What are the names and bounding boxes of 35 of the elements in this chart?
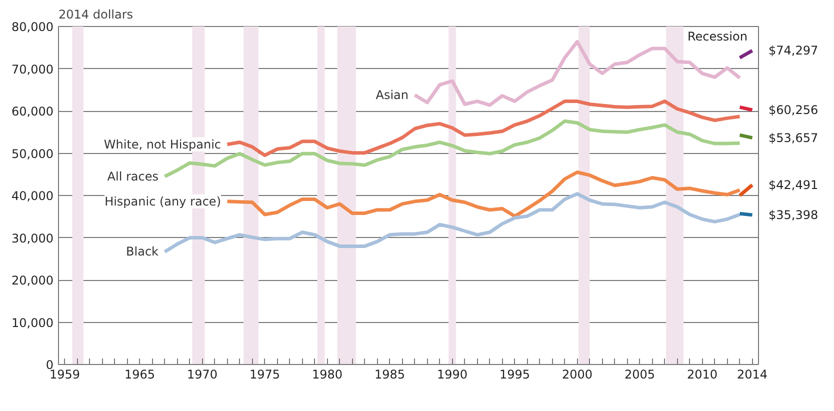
x-tick-label: 2005 [624, 368, 656, 382]
x-tick-label: 1995 [499, 368, 530, 382]
series-label: Asian [376, 88, 409, 102]
series-label: All races [107, 169, 159, 184]
y-tick-label: 10,000 [12, 316, 54, 330]
x-tick-label: 2010 [686, 368, 718, 382]
line-series [226, 170, 742, 218]
x-tick-label: 2000 [562, 368, 593, 382]
x-tick-label: 1980 [312, 368, 343, 382]
y-tick-label: 20,000 [12, 274, 54, 288]
line-series [226, 100, 742, 158]
x-tick-label: 1970 [186, 368, 218, 382]
data-label: $53,657 [768, 130, 818, 145]
x-tick-label: 1990 [436, 368, 468, 382]
x-tick-label: 2014 [736, 368, 768, 382]
y-tick-label: 50,000 [12, 146, 54, 161]
y-tick-label: 30,000 [12, 231, 54, 246]
x-tick-label: 1959 [49, 368, 80, 382]
data-label: $74,297 [768, 44, 818, 58]
series-label: Hispanic (any race) [104, 194, 221, 208]
x-tick-label: 1965 [124, 368, 156, 382]
x-tick-label: 1985 [374, 368, 406, 382]
band-label: Recession [688, 30, 748, 44]
y-tick-label: 40,000 [12, 189, 54, 203]
series-label: White, not Hispanic [104, 137, 222, 152]
y-tick-label: 80,000 [12, 20, 54, 34]
series-label: Black [126, 244, 159, 259]
data-label: $35,398 [768, 208, 818, 222]
data-label: $42,491 [768, 178, 818, 192]
data-label: $60,256 [768, 102, 818, 117]
x-tick-label: 1975 [249, 368, 280, 382]
y-tick-label: 60,000 [12, 104, 54, 118]
y-tick-label: 70,000 [12, 62, 54, 76]
y-axis-title: 2014 dollars [58, 8, 134, 22]
line-series [413, 40, 742, 107]
